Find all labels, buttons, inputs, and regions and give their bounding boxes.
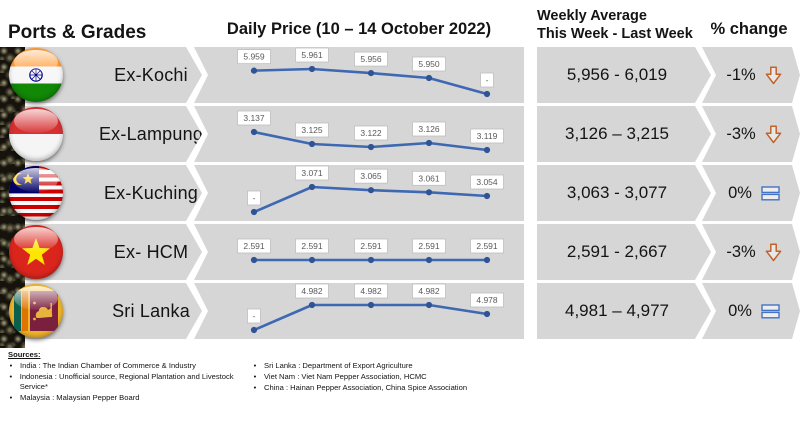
weekly-average-band: 3,126 – 3,215 bbox=[537, 106, 711, 162]
svg-text:-: - bbox=[486, 75, 489, 85]
svg-text:3.125: 3.125 bbox=[301, 125, 323, 135]
trend-down-icon bbox=[765, 125, 782, 144]
sri-lanka-flag-icon bbox=[9, 284, 63, 338]
table-row: Ex- HCM 2.591 2.591 2.591 2.591 2.591 2,591 … bbox=[0, 224, 800, 280]
trend-down-icon bbox=[765, 243, 782, 262]
svg-text:4.982: 4.982 bbox=[360, 286, 382, 296]
svg-text:-: - bbox=[253, 311, 256, 321]
sources-list-right: • Sri Lanka : Department of Export Agricu… bbox=[252, 361, 467, 404]
sri-lanka-green-stripe bbox=[14, 291, 21, 331]
percent-change-band: -1% bbox=[702, 47, 800, 103]
svg-text:2.591: 2.591 bbox=[243, 241, 265, 251]
percent-change-value: -3% bbox=[726, 242, 756, 261]
port-name: Ex-Lampung bbox=[98, 123, 204, 144]
daily-price-sparkline: - 4.982 4.982 4.982 4.978 bbox=[247, 283, 504, 334]
weekly-average-band: 5,956 - 6,019 bbox=[537, 47, 711, 103]
ports-grades-header: Ports & Grades bbox=[8, 22, 147, 43]
weekly-average-header-line1: Weekly Average bbox=[537, 8, 647, 24]
sri-lanka-maroon-field bbox=[30, 291, 58, 331]
port-name: Ex-Kuching bbox=[103, 182, 199, 203]
svg-text:3.054: 3.054 bbox=[476, 177, 498, 187]
weekly-average-value: 4,981 – 4,977 bbox=[565, 301, 669, 320]
daily-price-header: Daily Price (10 – 14 October 2022) bbox=[226, 20, 492, 38]
table-row: Ex-Kuching - 3.071 3.065 3.061 3.054 3,063 -… bbox=[0, 165, 800, 221]
svg-text:5.950: 5.950 bbox=[418, 59, 440, 69]
ashoka-chakra-icon bbox=[29, 68, 43, 82]
daily-price-chart-band: 5.959 5.961 5.956 5.950 - bbox=[194, 47, 524, 103]
svg-text:5.959: 5.959 bbox=[243, 52, 265, 62]
daily-price-chart-band: - 4.982 4.982 4.982 4.978 bbox=[194, 283, 524, 339]
weekly-average-header: Weekly Average This Week - Last Week bbox=[537, 7, 693, 43]
table-row: Ex-Lampung 3.137 3.125 3.122 3.126 3.119 3,1… bbox=[0, 106, 800, 162]
percent-change-band: -3% bbox=[702, 106, 800, 162]
percent-change-value: -1% bbox=[726, 65, 756, 84]
svg-text:2.591: 2.591 bbox=[476, 241, 498, 251]
daily-price-chart-band: 2.591 2.591 2.591 2.591 2.591 bbox=[194, 224, 524, 280]
svg-text:3.071: 3.071 bbox=[301, 168, 323, 178]
sources-list-left: • India : The Indian Chamber of Commerce … bbox=[8, 361, 252, 404]
svg-text:3.061: 3.061 bbox=[418, 173, 440, 183]
daily-price-sparkline: 5.959 5.961 5.956 5.950 - bbox=[237, 47, 494, 98]
list-item: • Malaysia : Malaysian Pepper Board bbox=[9, 393, 140, 402]
svg-text:3.065: 3.065 bbox=[360, 171, 382, 181]
daily-price-chart-band: - 3.071 3.065 3.061 3.054 bbox=[194, 165, 524, 221]
table-row: Ex-Kochi 5.959 5.961 5.956 5.950 - 5,956 - 6… bbox=[0, 47, 800, 103]
trend-equal-icon bbox=[761, 186, 780, 201]
vietnam-flag-icon bbox=[9, 225, 63, 279]
port-name: Ex-Kochi bbox=[114, 64, 188, 85]
weekly-average-band: 4,981 – 4,977 bbox=[537, 283, 711, 339]
svg-text:2.591: 2.591 bbox=[418, 241, 440, 251]
svg-text:4.982: 4.982 bbox=[301, 286, 323, 296]
svg-text:4.982: 4.982 bbox=[418, 286, 440, 296]
svg-text:3.122: 3.122 bbox=[360, 128, 382, 138]
india-flag-icon bbox=[9, 48, 63, 102]
daily-price-sparkline: 3.137 3.125 3.122 3.126 3.119 bbox=[237, 110, 504, 154]
port-name: Ex- HCM bbox=[113, 241, 189, 262]
percent-change-value: -3% bbox=[726, 124, 756, 143]
svg-text:5.961: 5.961 bbox=[301, 50, 323, 60]
sri-lanka-orange-stripe bbox=[21, 291, 29, 331]
weekly-average-band: 3,063 - 3,077 bbox=[537, 165, 711, 221]
svg-text:2.591: 2.591 bbox=[360, 241, 382, 251]
percent-change-header: % change bbox=[710, 20, 788, 38]
svg-text:-: - bbox=[253, 193, 256, 203]
svg-text:3.126: 3.126 bbox=[418, 124, 440, 134]
indonesia-flag-icon bbox=[9, 107, 63, 161]
trend-down-icon bbox=[765, 66, 782, 85]
daily-price-chart-band: 3.137 3.125 3.122 3.126 3.119 bbox=[194, 106, 524, 162]
trend-equal-icon bbox=[761, 304, 780, 319]
list-item: • China : Hainan Pepper Association, Chin… bbox=[253, 383, 468, 392]
sources-heading: Sources: bbox=[8, 350, 41, 359]
weekly-average-band: 2,591 - 2,667 bbox=[537, 224, 711, 280]
weekly-average-value: 3,126 – 3,215 bbox=[565, 124, 669, 143]
weekly-average-value: 2,591 - 2,667 bbox=[566, 242, 668, 261]
weekly-average-value: 5,956 - 6,019 bbox=[566, 65, 668, 84]
port-name: Sri Lanka bbox=[112, 300, 190, 321]
percent-change-value: 0% bbox=[728, 301, 752, 320]
list-item: • India : The Indian Chamber of Commerce … bbox=[9, 361, 196, 370]
sources-section: Sources: • India : The Indian Chamber of … bbox=[8, 350, 467, 404]
golden-lion-icon bbox=[33, 301, 53, 321]
yellow-star-icon bbox=[22, 238, 50, 265]
percent-change-band: -3% bbox=[702, 224, 800, 280]
list-item: • Viet Nam : Viet Nam Pepper Association,… bbox=[253, 372, 427, 381]
percent-change-band: 0% bbox=[702, 165, 800, 221]
svg-text:5.956: 5.956 bbox=[360, 54, 382, 64]
daily-price-sparkline: - 3.071 3.065 3.061 3.054 bbox=[247, 165, 504, 216]
weekly-average-value: 3,063 - 3,077 bbox=[566, 183, 668, 202]
svg-text:2.591: 2.591 bbox=[301, 241, 323, 251]
svg-text:3.137: 3.137 bbox=[243, 113, 265, 123]
list-item: • Sri Lanka : Department of Export Agricu… bbox=[253, 361, 413, 370]
crescent-star-icon bbox=[13, 173, 34, 185]
percent-change-value: 0% bbox=[728, 183, 752, 202]
svg-text:4.978: 4.978 bbox=[476, 295, 498, 305]
list-item: • Indonesia : Unofficial source, Regional… bbox=[9, 372, 234, 391]
weekly-average-header-line2: This Week - Last Week bbox=[537, 26, 693, 42]
daily-price-sparkline: 2.591 2.591 2.591 2.591 2.591 bbox=[237, 238, 504, 264]
table-row: Sri Lanka - 4.982 4.982 4.982 4.978 4,981 – … bbox=[0, 283, 800, 339]
svg-text:3.119: 3.119 bbox=[477, 131, 498, 141]
malaysia-flag-icon bbox=[9, 166, 63, 220]
percent-change-band: 0% bbox=[702, 283, 800, 339]
